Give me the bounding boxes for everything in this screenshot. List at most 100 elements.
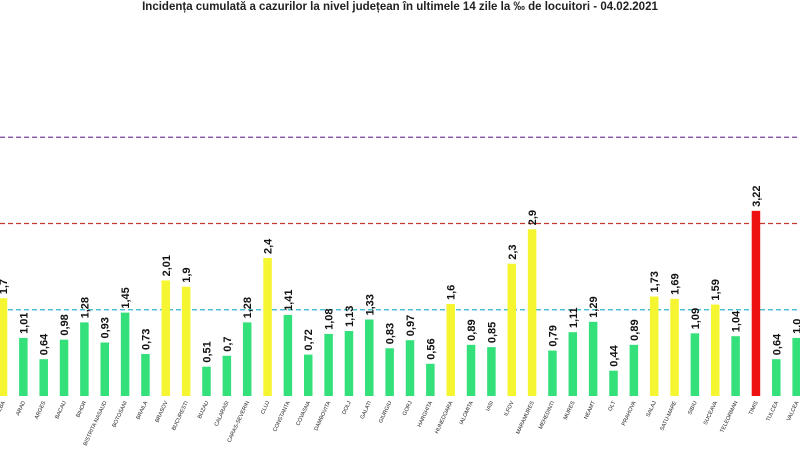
- category-label: BISTRITA NASAUD: [83, 400, 109, 447]
- value-label: 0,98: [59, 314, 71, 335]
- category-label: HARGHITA: [417, 400, 434, 428]
- value-label: 1,33: [364, 294, 376, 315]
- value-label: 3,22: [751, 185, 763, 206]
- value-label: 1,11: [568, 307, 580, 328]
- bar-gorj: [406, 340, 415, 396]
- value-label: 0,85: [486, 322, 498, 343]
- category-label: NEAMT: [583, 400, 597, 421]
- bar-harghita: [426, 364, 435, 396]
- value-label: 1,28: [79, 297, 91, 318]
- category-label: ARGES: [34, 400, 48, 420]
- bar-maramures: [528, 229, 537, 396]
- bar-caras-severin: [243, 322, 252, 396]
- value-label: 2,4: [263, 238, 275, 254]
- category-label: ILFOV: [503, 400, 515, 417]
- value-label: 1,13: [344, 306, 356, 327]
- category-label: CONSTANTA: [272, 400, 292, 433]
- bar-calarasi: [223, 356, 232, 396]
- category-label: CARAS-SEVERIN: [227, 400, 251, 443]
- bar-salaj: [650, 297, 659, 396]
- bar-teleorman: [731, 336, 740, 396]
- value-label: 1,69: [670, 273, 682, 294]
- category-label: IASI: [485, 400, 495, 412]
- bar-tulcea: [772, 359, 781, 396]
- value-label: 0,64: [39, 333, 51, 355]
- bar-ilfov: [508, 264, 517, 396]
- value-label: 1,29: [588, 296, 600, 317]
- bar-bacau: [60, 340, 69, 396]
- category-label: BOTOSANI: [112, 400, 130, 429]
- bar-braila: [141, 354, 150, 396]
- bar-constanta: [284, 315, 293, 396]
- bar-bihor: [80, 322, 89, 396]
- bar-iasi: [487, 347, 496, 396]
- value-label: 0,97: [405, 315, 417, 336]
- bar-botosani: [121, 313, 130, 396]
- value-label: 1,45: [120, 287, 132, 308]
- value-label: 1,9: [181, 267, 193, 282]
- value-label: 1,59: [710, 279, 722, 300]
- value-label: 0,44: [609, 344, 621, 366]
- bar-sibiu: [691, 333, 700, 396]
- category-label: IALOMITA: [459, 400, 475, 426]
- bar-satu-mare: [670, 299, 679, 396]
- value-label: 0,89: [629, 319, 641, 340]
- value-label: 1,6: [446, 285, 458, 300]
- value-label: 0,51: [202, 341, 214, 362]
- value-label: 1,08: [324, 308, 336, 329]
- category-label: DOLJ: [341, 400, 352, 416]
- value-label: 2,3: [507, 244, 519, 259]
- category-label: GALATI: [360, 400, 374, 420]
- bar-ialomita: [467, 345, 476, 396]
- category-label: GIURGIU: [378, 400, 393, 424]
- category-label: OLT: [608, 400, 618, 412]
- category-label: CLUJ: [260, 400, 271, 415]
- bar-olt: [609, 371, 618, 396]
- category-label: DAMBOVITA: [313, 400, 332, 432]
- category-label: SATU-MARE: [659, 400, 678, 432]
- bar-galati: [365, 320, 374, 396]
- bar-cluj: [263, 258, 272, 396]
- category-label: TELEORMAN: [720, 400, 740, 434]
- bar-covasna: [304, 355, 313, 396]
- value-label: 0,72: [303, 329, 315, 350]
- category-label: TIMIS: [748, 400, 760, 416]
- bar-suceava: [711, 305, 720, 396]
- bar-mehedinti: [548, 351, 557, 396]
- value-label: 1,09: [690, 308, 702, 329]
- category-label: TULCEA: [766, 400, 781, 423]
- value-label: 1,01: [18, 313, 30, 334]
- bar-chart: 1,7ALBA1,01ARAD0,64ARGES0,98BACAU1,28BIH…: [0, 0, 800, 450]
- value-label: 1,28: [242, 297, 254, 318]
- category-label: BRASOV: [154, 400, 169, 424]
- bar-arges: [39, 359, 48, 396]
- bar-timis: [752, 211, 761, 396]
- bar-arad: [19, 338, 28, 396]
- bar-neamt: [589, 322, 598, 396]
- category-label: BRAILA: [136, 400, 150, 421]
- value-label: 0,89: [466, 319, 478, 340]
- value-label: 0,73: [140, 329, 152, 350]
- bar-dambovita: [324, 334, 333, 396]
- bar-bistrita-nasaud: [101, 343, 110, 396]
- category-label: BUZAU: [197, 400, 210, 419]
- category-label: CALARASI: [214, 400, 231, 428]
- value-label: 0,56: [425, 338, 437, 359]
- value-label: 2,9: [527, 210, 539, 225]
- category-label: ARAD: [15, 400, 27, 416]
- category-label: BACAU: [54, 400, 67, 420]
- category-label: BIHOR: [75, 400, 88, 418]
- value-label: 1,73: [649, 271, 661, 292]
- bar-bucuresti: [182, 287, 191, 396]
- category-label: ALBA: [0, 400, 7, 416]
- value-label: 0,7: [222, 336, 234, 351]
- category-label: PRAHOVA: [621, 400, 638, 427]
- value-label: 1,41: [283, 290, 295, 311]
- value-label: 0,79: [547, 325, 559, 346]
- bar-alba: [0, 298, 7, 396]
- value-label: 0,64: [771, 333, 783, 355]
- bar-hunedoara: [446, 304, 455, 396]
- bar-dolj: [345, 331, 354, 396]
- category-label: GORJ: [402, 400, 414, 417]
- bar-brasov: [162, 280, 171, 396]
